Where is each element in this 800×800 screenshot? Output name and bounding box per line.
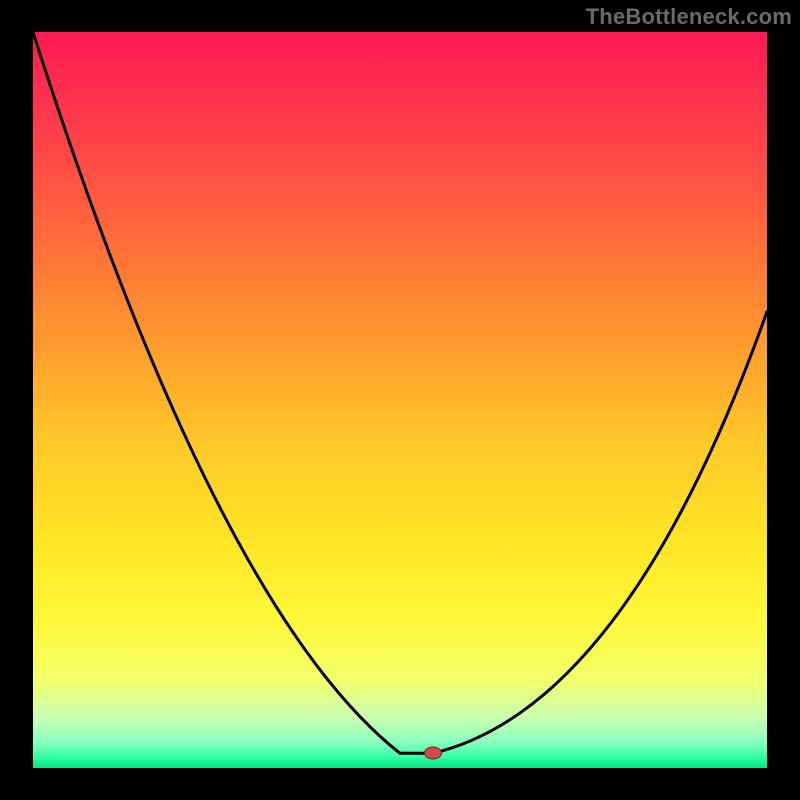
chart-frame: TheBottleneck.com bbox=[0, 0, 800, 800]
plot-svg bbox=[33, 32, 767, 768]
watermark-text: TheBottleneck.com bbox=[586, 4, 792, 30]
plot-area bbox=[33, 32, 767, 768]
minimum-marker bbox=[424, 747, 442, 760]
gradient-background bbox=[33, 32, 767, 768]
